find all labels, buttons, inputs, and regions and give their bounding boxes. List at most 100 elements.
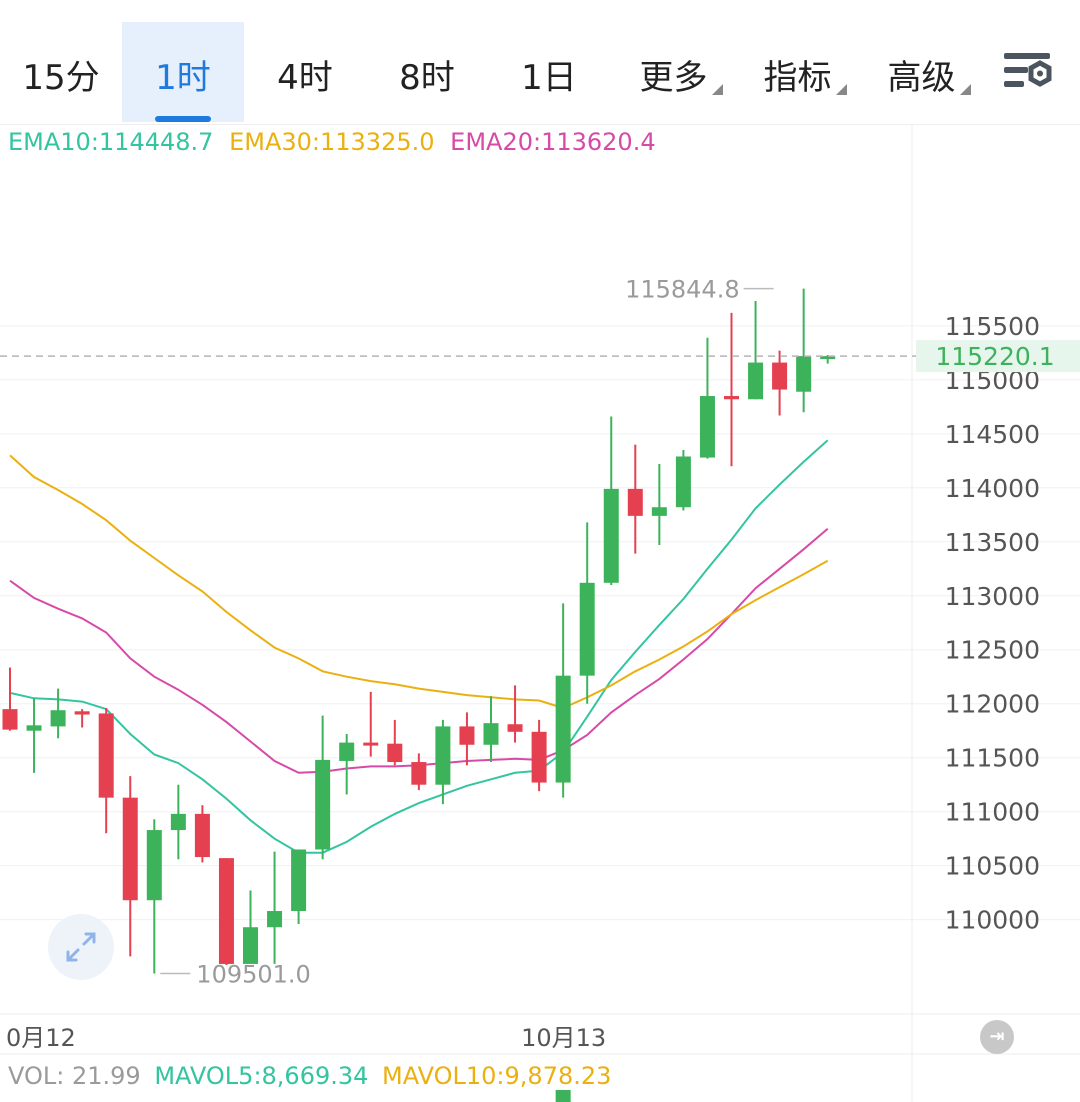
candle <box>579 522 595 704</box>
dropdown-caret-icon <box>835 84 847 95</box>
candle <box>74 709 90 728</box>
candle-body <box>267 911 283 928</box>
dropdown-caret-icon <box>959 84 971 95</box>
candle <box>339 733 355 795</box>
candle-body <box>651 507 667 516</box>
candle <box>651 464 667 546</box>
volume-bar <box>555 1090 571 1102</box>
candle <box>820 355 836 364</box>
candle-body <box>387 743 403 763</box>
candle <box>603 416 619 585</box>
ema20-legend: EMA20:113620.4 <box>450 128 656 156</box>
candle <box>748 301 764 400</box>
candlestick-chart[interactable]: 110000 110500 111000 111500 112000 112500 1130… <box>0 124 1080 1102</box>
fullscreen-expand-button[interactable] <box>48 914 114 980</box>
candle <box>387 719 403 766</box>
candle-body <box>26 725 42 731</box>
tab-advanced-dropdown[interactable]: 高级 <box>868 22 990 122</box>
candle-body <box>122 797 138 901</box>
ema30-legend: EMA30:113325.0 <box>229 128 435 156</box>
candle <box>2 667 18 731</box>
vol-value: VOL: 21.99 <box>8 1062 141 1090</box>
y-tick-label: 111500 <box>945 744 1040 773</box>
candle <box>699 337 715 459</box>
candle <box>724 312 739 467</box>
candle-body <box>699 396 715 458</box>
tab-1day[interactable]: 1日 <box>488 22 610 122</box>
candle-body <box>796 356 812 392</box>
candle <box>194 805 210 863</box>
candle-body <box>603 488 619 583</box>
candle-body <box>748 362 764 400</box>
candle <box>146 819 162 974</box>
candle <box>772 350 788 416</box>
tab-more-dropdown[interactable]: 更多 <box>620 22 742 122</box>
candle <box>531 719 547 792</box>
ema-line-ema10 <box>9 439 829 854</box>
candle-body <box>218 858 234 964</box>
candle-body <box>74 711 90 715</box>
tab-1hour[interactable]: 1时 <box>122 22 244 122</box>
tab-15min[interactable]: 15分 <box>0 22 122 122</box>
y-tick-label: 112500 <box>945 636 1040 665</box>
dropdown-caret-icon <box>711 84 723 95</box>
candle-body <box>579 582 595 676</box>
volume-legend: VOL: 21.99 MAVOL5:8,669.34 MAVOL10:9,878… <box>8 1062 617 1090</box>
chart-settings-icon[interactable] <box>1000 48 1056 98</box>
candle-body <box>483 723 499 745</box>
candle <box>122 776 138 957</box>
y-tick-label: 112000 <box>945 690 1040 719</box>
tab-label: 1日 <box>521 58 577 98</box>
candle-body <box>772 362 788 390</box>
candle <box>411 753 427 791</box>
candle <box>98 708 114 834</box>
tab-label: 8时 <box>399 58 455 98</box>
ema10-legend: EMA10:114448.7 <box>8 128 214 156</box>
mavol10-legend: MAVOL10:9,878.23 <box>382 1062 612 1090</box>
candle-body <box>411 762 427 785</box>
candle-body <box>724 396 739 400</box>
candle-body <box>675 456 691 508</box>
candle <box>243 890 258 964</box>
candle <box>363 691 379 757</box>
candle <box>218 858 234 966</box>
ema-line-ema30 <box>9 454 829 710</box>
tab-label: 更多 <box>639 58 708 98</box>
candle-body <box>50 710 66 727</box>
last-price-label-bg <box>916 340 1080 373</box>
tab-label: 4时 <box>277 58 333 98</box>
candle <box>459 712 475 766</box>
last-price-label: 115220.1 <box>935 342 1054 371</box>
active-tab-indicator <box>155 116 211 122</box>
ema-legend: EMA10:114448.7 EMA30:113325.0 EMA20:1136… <box>8 128 664 156</box>
candle-body <box>98 713 114 798</box>
candle <box>26 698 42 773</box>
y-tick-label: 114000 <box>945 474 1040 503</box>
candle-body <box>459 726 475 745</box>
candle-body <box>507 724 523 732</box>
candle <box>50 688 66 739</box>
y-tick-label: 113000 <box>945 582 1040 611</box>
chevron-right-icon: ⇥ <box>989 1026 1005 1047</box>
candle <box>267 851 283 964</box>
candle-body <box>291 849 307 912</box>
candle <box>315 715 331 860</box>
candle <box>796 288 812 413</box>
tab-4hour[interactable]: 4时 <box>244 22 366 122</box>
candle-body <box>363 742 379 746</box>
candle-body <box>2 709 18 730</box>
candle <box>483 696 499 763</box>
candle <box>291 849 307 924</box>
tab-indicators-dropdown[interactable]: 指标 <box>744 22 866 122</box>
expand-arrows-icon <box>66 932 96 962</box>
candle-body <box>194 813 210 858</box>
y-tick-label: 114500 <box>945 420 1040 449</box>
scroll-to-latest-button[interactable]: ⇥ <box>980 1020 1014 1054</box>
candle-body <box>820 356 836 360</box>
tab-8hour[interactable]: 8时 <box>366 22 488 122</box>
timeframe-tab-bar: 15分 1时 4时 8时 1日 更多 指标 高级 <box>0 0 1080 125</box>
candle-body <box>435 726 451 785</box>
x-tick-label: 10月13 <box>521 1024 606 1052</box>
candle-body <box>315 759 331 850</box>
y-tick-label: 115500 <box>945 312 1040 341</box>
